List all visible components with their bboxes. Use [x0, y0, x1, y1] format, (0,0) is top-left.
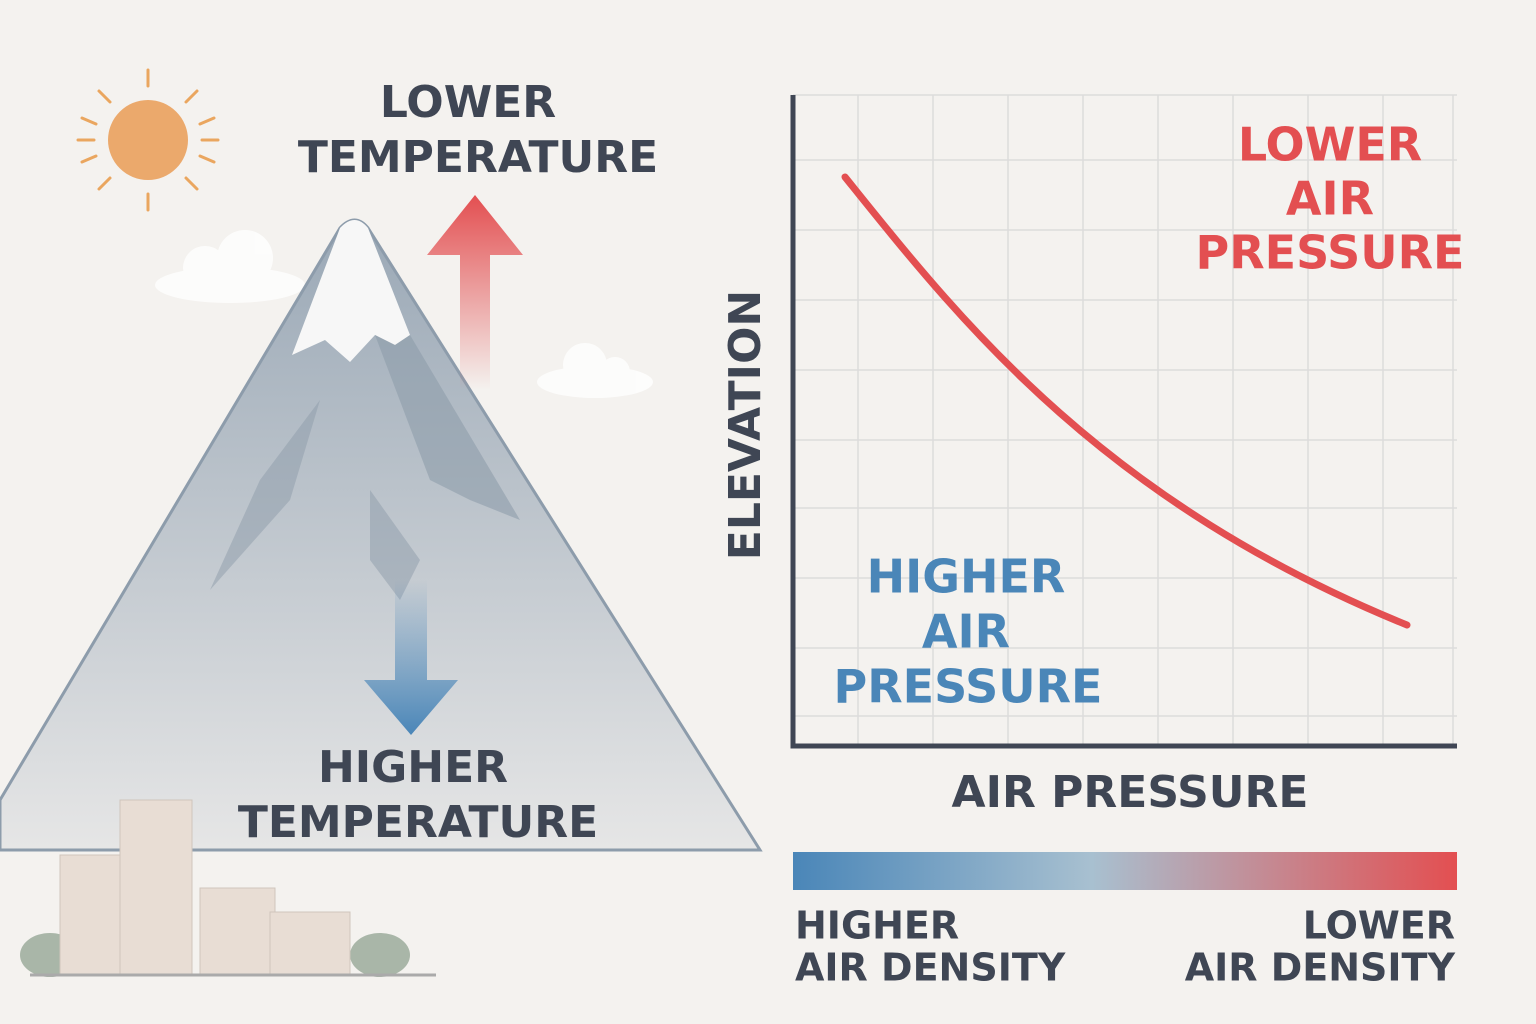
note: PRESSURE	[834, 660, 1103, 714]
label: TEMPERATURE	[238, 797, 598, 848]
note: PRESSURE	[1196, 226, 1465, 280]
cloud	[155, 230, 653, 398]
note: AIR	[922, 605, 1010, 659]
note: LOWER	[1238, 118, 1422, 172]
x-axis-label: AIR PRESSURE	[952, 767, 1309, 818]
scale-label: HIGHER	[795, 904, 959, 948]
city	[20, 799, 436, 977]
y-axis-label: ELEVATION	[720, 290, 771, 560]
label: HIGHER	[318, 742, 508, 793]
down-arrow	[364, 580, 458, 735]
axes	[790, 95, 1457, 749]
sun	[76, 68, 220, 212]
scale-label: LOWER	[1303, 904, 1455, 948]
mountain	[0, 218, 763, 852]
pressure-curve	[841, 173, 1411, 629]
note: AIR	[1286, 172, 1374, 226]
scale-label: AIR DENSITY	[795, 946, 1066, 990]
scale-label: AIR DENSITY	[1185, 946, 1456, 990]
density-bar	[793, 852, 1457, 890]
label: TEMPERATURE	[298, 132, 658, 183]
up-arrow	[427, 195, 523, 390]
note: HIGHER	[867, 550, 1066, 604]
label: LOWER	[380, 77, 556, 128]
grid	[793, 94, 1457, 746]
